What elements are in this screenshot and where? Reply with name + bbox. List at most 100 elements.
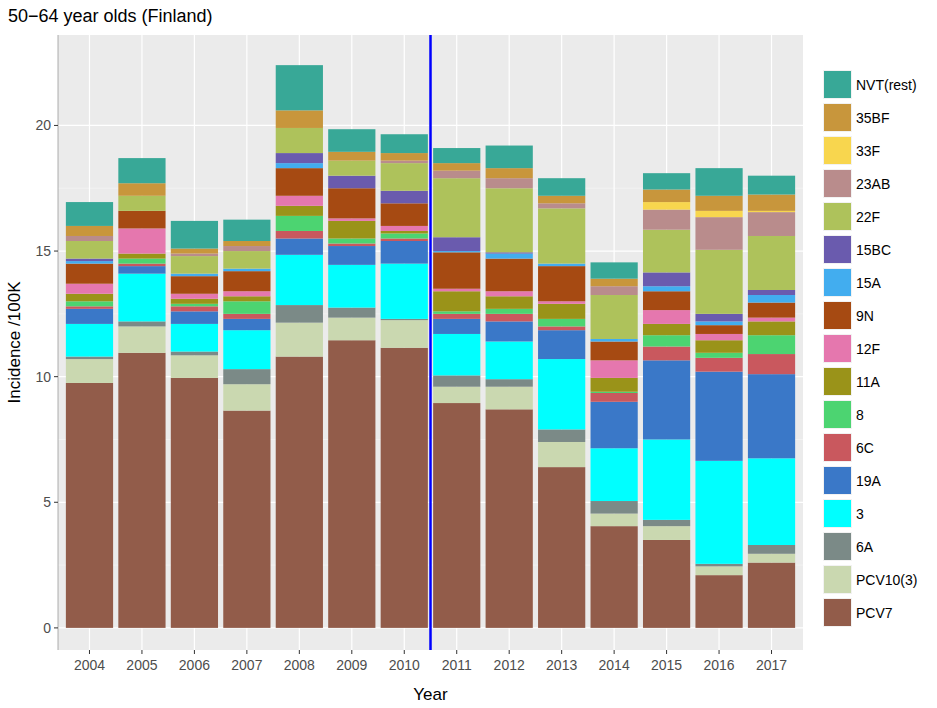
legend-key-bg xyxy=(823,499,852,528)
bar-segment xyxy=(223,251,270,269)
bar-segment xyxy=(223,301,270,314)
bar-segment xyxy=(748,211,795,212)
bar-segment xyxy=(381,241,428,264)
bar-segment xyxy=(171,254,218,257)
bar-segment xyxy=(381,153,428,161)
bar-segment xyxy=(381,348,428,628)
bar-segment xyxy=(118,158,165,183)
legend-label: 9N xyxy=(856,308,874,324)
legend-label: 8 xyxy=(856,407,864,423)
bar-segment xyxy=(748,374,795,458)
bar-segment xyxy=(328,152,375,161)
bar-segment xyxy=(381,191,428,204)
legend-label: 12F xyxy=(856,341,880,357)
bar-segment xyxy=(695,566,742,575)
x-tick xyxy=(666,650,667,654)
bar-segment xyxy=(486,252,533,253)
bar-segment xyxy=(328,238,375,243)
y-tick xyxy=(54,627,58,628)
bar-segment xyxy=(381,231,428,234)
bar-segment xyxy=(66,284,113,294)
bar-segment xyxy=(171,304,218,307)
bar-segment xyxy=(538,467,585,628)
bar-segment xyxy=(538,196,585,204)
bar-segment xyxy=(171,306,218,311)
bar-segment xyxy=(276,238,323,254)
x-tick-label: 2010 xyxy=(389,657,420,673)
bar-segment xyxy=(171,311,218,324)
bar-segment xyxy=(591,501,638,514)
bar-segment xyxy=(538,326,585,330)
y-tick xyxy=(54,251,58,252)
bar-segment xyxy=(66,306,113,309)
bar-segment xyxy=(171,324,218,352)
x-tick-label: 2012 xyxy=(494,657,525,673)
bar-segment xyxy=(328,129,375,152)
bar-segment xyxy=(643,540,690,628)
bar-segment xyxy=(643,347,690,361)
bar-segment xyxy=(486,291,533,296)
bar-segment xyxy=(486,379,533,387)
legend-swatch xyxy=(824,137,851,164)
bar-segment xyxy=(223,271,270,291)
bar-segment xyxy=(695,168,742,196)
legend-label: 22F xyxy=(856,209,880,225)
x-tick-label: 2016 xyxy=(703,657,734,673)
bar-segment xyxy=(433,237,480,251)
bar-segment xyxy=(748,295,795,303)
legend-key-bg xyxy=(823,136,852,165)
bar-segment xyxy=(538,301,585,304)
bar-segment xyxy=(223,384,270,410)
bar-segment xyxy=(643,202,690,210)
bar-segment xyxy=(276,206,323,216)
bar-segment xyxy=(695,353,742,358)
bar-segment xyxy=(276,305,323,323)
bar-segment xyxy=(171,221,218,249)
bar-segment xyxy=(695,461,742,564)
bar-segment xyxy=(643,324,690,335)
bar-segment xyxy=(66,264,113,284)
bar-segment xyxy=(66,241,113,259)
x-axis-label: Year xyxy=(413,685,448,704)
bar-segment xyxy=(433,403,480,628)
bar-segment xyxy=(118,266,165,274)
y-tick xyxy=(54,125,58,126)
y-tick xyxy=(54,376,58,377)
legend-label: 11A xyxy=(856,374,881,390)
bar-segment xyxy=(66,383,113,628)
bar-segment xyxy=(591,393,638,402)
bar-segment xyxy=(66,309,113,324)
bar-segment xyxy=(66,294,113,302)
bar-segment xyxy=(66,359,113,383)
bar-segment xyxy=(643,173,690,189)
bar-segment xyxy=(433,251,480,252)
bar-segment xyxy=(223,369,270,384)
bar-segment xyxy=(433,314,480,319)
bar-segment xyxy=(643,335,690,346)
bar-segment xyxy=(223,314,270,319)
legend-label: 33F xyxy=(856,143,880,159)
x-tick-label: 2009 xyxy=(336,657,367,673)
bar-segment xyxy=(748,195,795,211)
legend-swatch xyxy=(824,335,851,362)
legend-key-bg xyxy=(823,301,852,330)
legend-label: 6A xyxy=(856,539,874,555)
x-tick xyxy=(141,650,142,654)
bar-segment xyxy=(223,246,270,251)
bar-segment xyxy=(171,276,218,294)
bar-segment xyxy=(538,264,585,267)
bar-segment xyxy=(223,411,270,628)
bar-segment xyxy=(276,163,323,168)
bar-segment xyxy=(643,210,690,230)
legend-label: 3 xyxy=(856,506,864,522)
bar-segment xyxy=(381,264,428,319)
legend-swatch xyxy=(824,302,851,329)
legend-label: 23AB xyxy=(856,176,890,192)
bar-segment xyxy=(381,319,428,320)
bar-segment xyxy=(486,254,533,259)
bar-segment xyxy=(643,310,690,324)
bar-segment xyxy=(433,252,480,288)
bar-segment xyxy=(381,238,428,241)
legend-label: PCV7 xyxy=(856,605,893,621)
bars xyxy=(66,35,795,650)
